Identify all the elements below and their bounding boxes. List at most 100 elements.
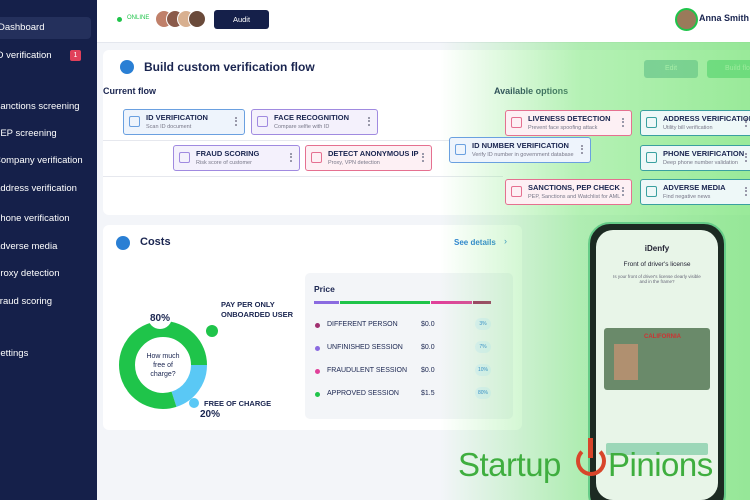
phone: iDenfy Front of driver's license Is your…: [588, 222, 726, 500]
donut-center: How much free of charge?: [146, 353, 180, 378]
node-title: ADVERSE MEDIA: [663, 183, 726, 192]
sidebar-item: Phone verification: [0, 213, 70, 224]
price-panel: Price DIFFERENT PERSON $0.0 3% UNFINISHED S…: [305, 273, 513, 419]
sidebar: Dashboard ID verification Sanctions screen…: [0, 0, 97, 500]
node-icon: [646, 186, 657, 197]
phone-brand: iDenfy: [644, 244, 670, 253]
node-subtitle: Find negative news: [663, 194, 711, 200]
node-subtitle: Utility bill verification: [663, 125, 713, 131]
row-dot: [315, 392, 320, 397]
row-dot: [315, 346, 320, 351]
build-button[interactable]: Build flow: [707, 60, 750, 78]
watermark-left: Startup: [458, 446, 561, 483]
node-subtitle: Risk score of customer: [196, 160, 252, 166]
sidebar-item: Proxy detection: [0, 268, 60, 279]
node-menu: [745, 118, 749, 127]
node-icon: [129, 116, 140, 127]
row-share: 7%: [475, 341, 491, 353]
row-name: DIFFERENT PERSON: [327, 321, 398, 328]
node-title: ADDRESS VERIFICATION: [663, 114, 750, 123]
node-subtitle: Compare selfie with ID: [274, 124, 330, 130]
audit-button[interactable]: Audit: [214, 10, 269, 29]
node-icon: [179, 152, 190, 163]
row-dot: [315, 369, 320, 374]
flow-node[interactable]: DETECT ANONYMOUS IP Proxy, VPN detection: [305, 145, 432, 171]
node-subtitle: Deep phone number validation: [663, 160, 738, 166]
node-title: SANCTIONS, PEP CHECK: [528, 183, 620, 192]
sidebar-item: Address verification: [0, 183, 77, 194]
sidebar-item: ID verification: [0, 50, 52, 61]
legend-label: PAY PER ONLY ONBOARDED USER: [221, 300, 294, 319]
row-name: APPROVED SESSION: [327, 390, 399, 397]
node-menu: [422, 153, 426, 162]
node-icon: [511, 186, 522, 197]
phone-prompt: Is your front of driver's license clearl…: [613, 274, 701, 284]
node-icon: [646, 117, 657, 128]
node-menu: [290, 153, 294, 162]
donut-label: 20%: [200, 409, 220, 420]
node-icon: [646, 152, 657, 163]
row-price: $0.0: [421, 367, 435, 374]
costs-card: Costs See details › 80% 20% PAY PER ONLY …: [103, 225, 522, 430]
sidebar-item: Settings: [0, 348, 29, 359]
status-dot: [117, 17, 122, 22]
watermark-logo: [588, 438, 593, 458]
legend-dot: [189, 398, 199, 408]
badge: 1: [70, 50, 81, 61]
topbar: ONLINE Audit Anna Smith: [97, 0, 750, 43]
node-icon: [311, 152, 322, 163]
sidebar-item: Sanctions screening: [0, 101, 80, 112]
flow-node[interactable]: LIVENESS DETECTION Prevent face spoofing …: [505, 110, 632, 136]
flow-node[interactable]: FACE RECOGNITION Compare selfie with ID: [251, 109, 378, 135]
flow-node[interactable]: ADVERSE MEDIA Find negative news: [640, 179, 750, 205]
legend-dot: [206, 325, 218, 337]
donut-label-bg: [148, 305, 172, 329]
row-share: 3%: [475, 318, 491, 330]
node-menu: [745, 187, 749, 196]
node-title: PHONE VERIFICATION: [663, 149, 745, 158]
node-subtitle: Verify ID number in government database: [472, 152, 574, 158]
node-subtitle: Scan ID document: [146, 124, 192, 130]
row-name: FRAUDULENT SESSION: [327, 367, 407, 374]
node-menu: [581, 145, 585, 154]
node-title: ID NUMBER VERIFICATION: [472, 141, 569, 150]
donut-label: 80%: [150, 313, 170, 324]
donut-segment: [119, 321, 207, 409]
watermark-logo: [576, 446, 606, 476]
flow-node[interactable]: ID NUMBER VERIFICATION Verify ID number i…: [449, 137, 591, 163]
flow-icon: [120, 60, 134, 74]
costs-icon: [116, 236, 130, 250]
row-share: 80%: [475, 387, 491, 399]
license: CALIFORNIA: [604, 328, 710, 390]
user-name: Anna Smith: [699, 13, 750, 23]
node-menu: [622, 118, 626, 127]
donut-chart: 80% 20%: [119, 305, 222, 425]
node-subtitle: Proxy, VPN detection: [328, 160, 380, 166]
row-name: UNFINISHED SESSION: [327, 344, 403, 351]
donut-label-bg: [198, 401, 222, 425]
license-state: CALIFORNIA: [644, 334, 681, 340]
flow-node[interactable]: ADDRESS VERIFICATION Utility bill verific…: [640, 110, 750, 136]
phone-title: Front of driver's license: [623, 261, 691, 268]
flow-node[interactable]: ID VERIFICATION Scan ID document: [123, 109, 245, 135]
avatars: [155, 10, 206, 28]
node-title: DETECT ANONYMOUS IP: [328, 149, 419, 158]
flow-node[interactable]: FRAUD SCORING Risk score of customer: [173, 145, 300, 171]
flow-node[interactable]: SANCTIONS, PEP CHECK PEP, Sanctions and W…: [505, 179, 632, 205]
row-price: $0.0: [421, 344, 435, 351]
flow-title: Build custom verification flow: [144, 60, 315, 74]
price-title: Price: [314, 284, 335, 294]
node-subtitle: Prevent face spoofing attack: [528, 125, 598, 131]
watermark-right: Pinions: [608, 446, 713, 483]
edit-button[interactable]: Edit: [644, 60, 698, 78]
see-details[interactable]: See details: [454, 238, 496, 247]
current-label: Current flow: [103, 86, 156, 96]
node-title: LIVENESS DETECTION: [528, 114, 611, 123]
sidebar-item: Dashboard: [0, 17, 91, 39]
available-label: Available options: [494, 86, 569, 96]
sidebar-item: Company verification: [0, 155, 83, 166]
node-title: ID VERIFICATION: [146, 113, 208, 122]
node-title: FRAUD SCORING: [196, 149, 260, 158]
flow-node[interactable]: PHONE VERIFICATION Deep phone number vali…: [640, 145, 750, 171]
